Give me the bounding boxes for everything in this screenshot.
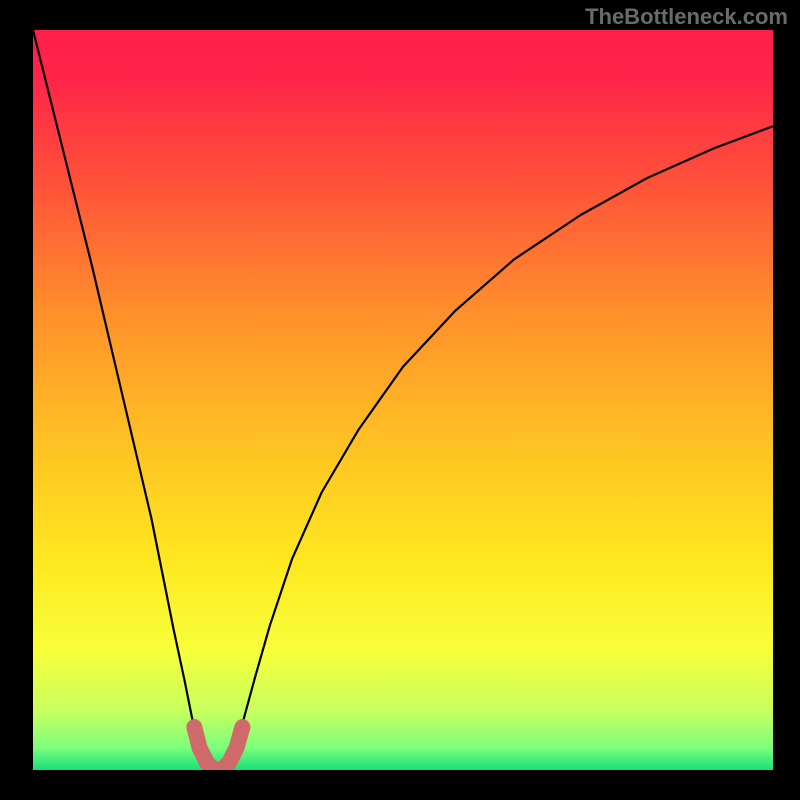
bottleneck-curve bbox=[33, 30, 773, 770]
bottleneck-curve-svg bbox=[33, 30, 773, 770]
watermark-text: TheBottleneck.com bbox=[585, 4, 788, 30]
plot-area bbox=[33, 30, 773, 770]
chart-container: TheBottleneck.com bbox=[0, 0, 800, 800]
sweet-spot-highlight bbox=[194, 727, 242, 770]
